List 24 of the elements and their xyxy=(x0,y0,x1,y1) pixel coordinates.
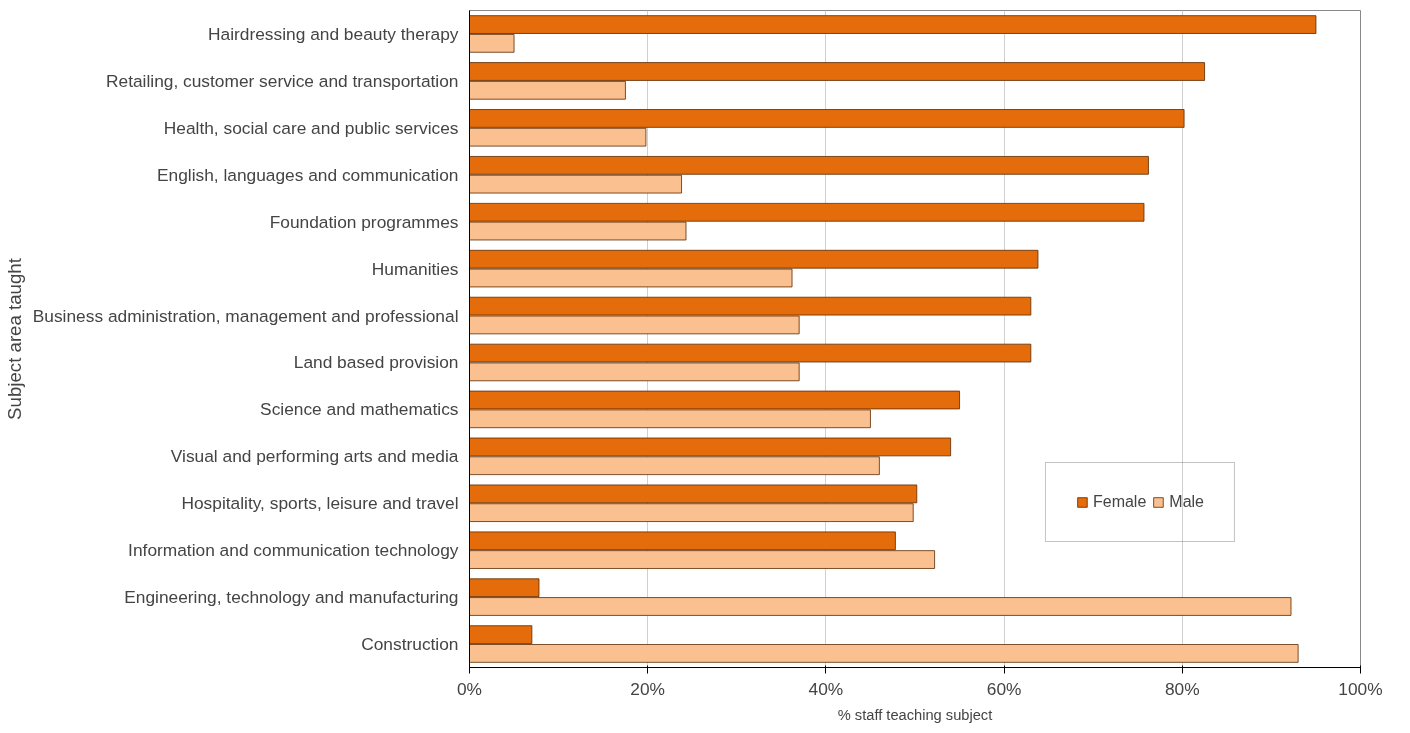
y-tick-label: Land based provision xyxy=(293,352,459,373)
legend-label: Male xyxy=(1169,493,1204,511)
x-axis-title: % staff teaching subject xyxy=(837,706,993,723)
x-tick-label: 0% xyxy=(456,678,483,699)
y-tick-label: Retailing, customer service and transportation xyxy=(105,70,459,91)
y-tick-label: Hospitality, sports, leisure and travel xyxy=(181,493,459,514)
x-tick-label: 20% xyxy=(630,678,666,699)
y-tick-label: Health, social care and public services xyxy=(163,117,459,138)
y-tick-label: Visual and performing arts and media xyxy=(170,446,459,467)
y-tick-label: Information and communication technology xyxy=(128,540,459,561)
y-tick-label: Business administration, management and professional xyxy=(32,305,459,326)
y-tick-label: Engineering, technology and manufacturing xyxy=(124,587,459,608)
x-tick-label: 40% xyxy=(808,678,844,699)
y-tick-label: Humanities xyxy=(371,258,459,279)
x-tick-label: 60% xyxy=(986,678,1022,699)
y-tick-label: Science and mathematics xyxy=(260,399,459,420)
y-axis-title: Subject area taught xyxy=(3,257,25,420)
y-tick-label: English, languages and communication xyxy=(156,164,459,185)
y-tick-label: Hairdressing and beauty therapy xyxy=(208,23,459,44)
y-tick-label: Construction xyxy=(361,634,459,655)
x-tick-label: 80% xyxy=(1164,678,1200,699)
legend-label: Female xyxy=(1092,493,1147,511)
y-tick-label: Foundation programmes xyxy=(269,211,459,232)
x-tick-label: 100% xyxy=(1338,678,1383,699)
